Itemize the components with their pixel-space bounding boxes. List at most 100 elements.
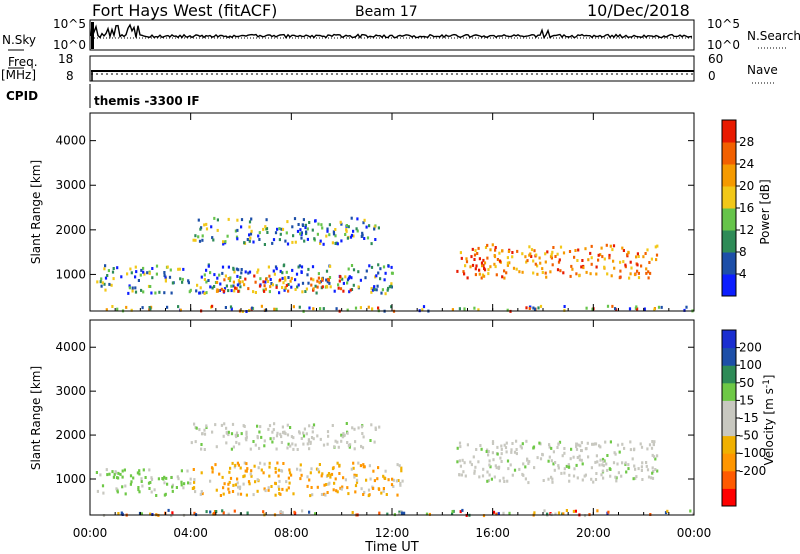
colorbar-band bbox=[722, 488, 736, 507]
echo-cell bbox=[211, 430, 214, 434]
echo-cell bbox=[216, 228, 219, 232]
echo-cell bbox=[157, 477, 160, 481]
echo-cell bbox=[547, 477, 550, 481]
echo-cell bbox=[292, 305, 295, 309]
echo-cell bbox=[297, 283, 300, 287]
echo-cell bbox=[220, 423, 223, 427]
echo-cell bbox=[482, 258, 485, 262]
echo-cell bbox=[458, 307, 461, 311]
echo-cell bbox=[580, 441, 583, 445]
echo-cell bbox=[583, 514, 587, 518]
echo-cell bbox=[475, 448, 478, 451]
echo-cell bbox=[547, 459, 550, 463]
echo-cell bbox=[383, 278, 386, 282]
echo-cell bbox=[203, 273, 206, 277]
echo-cell bbox=[608, 467, 611, 471]
echo-cell bbox=[149, 285, 152, 288]
echo-cell bbox=[116, 266, 119, 270]
nsky-trace bbox=[90, 22, 694, 49]
echo-cell bbox=[500, 444, 503, 448]
power-colorbar-label: Power [dB] bbox=[758, 179, 772, 244]
echo-cell bbox=[646, 248, 649, 252]
echo-cell bbox=[150, 490, 153, 494]
echo-cell bbox=[332, 232, 336, 236]
echo-cell bbox=[597, 253, 600, 257]
echo-cell bbox=[142, 266, 145, 270]
echo-cell bbox=[503, 269, 506, 273]
echo-cell bbox=[341, 485, 344, 489]
colorbar-tick-label: -100 bbox=[739, 446, 766, 460]
echo-cell bbox=[346, 486, 349, 490]
echo-cell bbox=[163, 274, 166, 277]
echo-cell bbox=[227, 277, 230, 280]
echo-cell bbox=[273, 422, 276, 426]
echo-cell bbox=[306, 484, 309, 488]
colorbar-tick-label: 28 bbox=[739, 135, 754, 149]
echo-cell bbox=[263, 444, 266, 448]
cpid-mode: themis -3300 IF bbox=[94, 94, 200, 108]
echo-cell bbox=[286, 423, 289, 427]
echo-cell bbox=[193, 422, 196, 426]
echo-cell bbox=[248, 220, 252, 224]
velocity-colorbar-label-close: ] bbox=[762, 375, 776, 380]
echo-cell bbox=[218, 472, 221, 476]
echo-cell bbox=[350, 264, 354, 267]
echo-cell bbox=[271, 430, 274, 434]
echo-cell bbox=[570, 447, 573, 451]
echo-cell bbox=[182, 267, 185, 271]
echo-cell bbox=[299, 463, 302, 467]
echo-cell bbox=[116, 490, 119, 494]
echo-cell bbox=[221, 475, 224, 479]
echo-cell bbox=[511, 255, 514, 259]
echo-cell bbox=[340, 433, 343, 437]
echo-cell bbox=[335, 307, 338, 311]
echo-cell bbox=[307, 439, 311, 443]
echo-cell bbox=[134, 290, 138, 294]
echo-cell bbox=[222, 434, 225, 438]
echo-cell bbox=[528, 307, 531, 310]
echo-cell bbox=[384, 292, 387, 296]
echo-cell bbox=[574, 509, 577, 513]
echo-cell bbox=[310, 283, 313, 287]
echo-cell bbox=[166, 305, 169, 309]
echo-cell bbox=[342, 476, 345, 480]
echo-cell bbox=[349, 235, 353, 239]
echo-cell bbox=[640, 264, 643, 268]
echo-cell bbox=[100, 284, 103, 288]
echo-cell bbox=[637, 276, 641, 280]
echo-cell bbox=[216, 276, 219, 280]
echo-cell bbox=[276, 431, 279, 435]
echo-cell bbox=[645, 464, 648, 468]
echo-cell bbox=[546, 250, 549, 254]
echo-cell bbox=[352, 229, 355, 233]
echo-cell bbox=[639, 442, 642, 446]
echo-cell bbox=[489, 465, 492, 469]
echo-cell bbox=[359, 278, 362, 282]
echo-cell bbox=[305, 287, 308, 291]
nsky-tick-bottom: 10^0 bbox=[53, 38, 86, 52]
echo-cell bbox=[205, 426, 208, 429]
echo-cell bbox=[532, 446, 535, 450]
echo-cell bbox=[615, 479, 618, 483]
echo-cell bbox=[246, 238, 249, 241]
echo-cell bbox=[270, 282, 273, 285]
echo-cell bbox=[308, 447, 311, 451]
echo-cell bbox=[473, 258, 476, 261]
colorbar-band bbox=[722, 330, 736, 349]
echo-cell bbox=[124, 492, 127, 496]
echo-cell bbox=[223, 422, 226, 426]
echo-cell bbox=[232, 284, 235, 288]
echo-cell bbox=[170, 291, 173, 295]
echo-cell bbox=[392, 478, 395, 482]
echo-cell bbox=[390, 305, 393, 309]
echo-cell bbox=[239, 280, 242, 284]
echo-cell bbox=[606, 468, 609, 472]
echo-cell bbox=[387, 264, 390, 268]
echo-cell bbox=[199, 227, 202, 231]
echo-cell bbox=[247, 287, 250, 291]
echo-cell bbox=[258, 231, 261, 235]
echo-cell bbox=[345, 228, 348, 232]
echo-cell bbox=[496, 258, 499, 261]
echo-cell bbox=[522, 462, 525, 466]
echo-cell bbox=[516, 249, 519, 253]
